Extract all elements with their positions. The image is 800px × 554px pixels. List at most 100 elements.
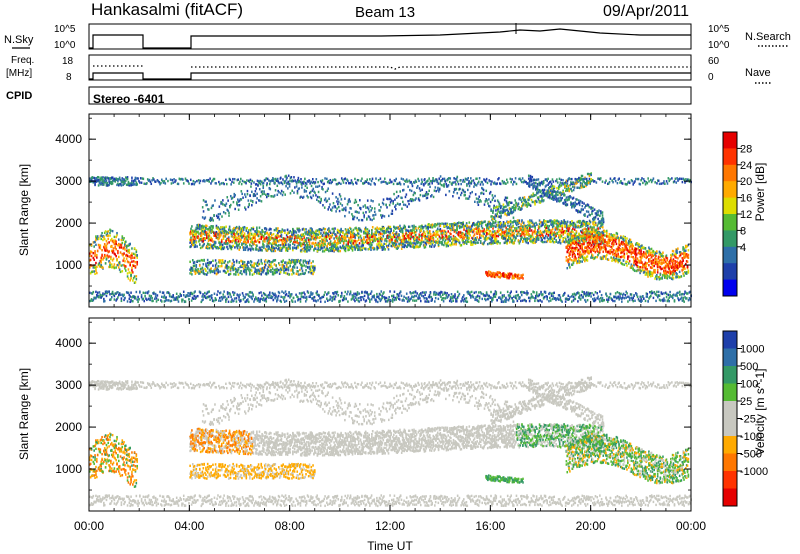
power-cell <box>384 300 387 303</box>
power-cell <box>180 294 182 297</box>
power-cell <box>282 239 284 243</box>
power-cell <box>428 296 431 299</box>
power-cell <box>311 245 313 248</box>
power-cell <box>453 238 456 241</box>
power-cell <box>198 227 201 231</box>
power-cell <box>347 244 349 247</box>
power-cell <box>122 180 124 184</box>
power-cell <box>278 229 281 233</box>
power-cell <box>554 297 556 300</box>
power-cell <box>323 293 326 297</box>
power-cell <box>375 300 377 303</box>
power-cell <box>291 273 293 276</box>
power-cell <box>271 267 274 270</box>
power-cell <box>190 232 192 235</box>
power-cell <box>381 229 384 232</box>
power-cell <box>190 291 193 295</box>
power-cell <box>118 263 121 266</box>
power-cell <box>245 293 247 296</box>
power-cell <box>201 224 204 228</box>
power-cell <box>397 293 399 296</box>
power-cell <box>256 244 258 247</box>
power-cell <box>94 254 96 258</box>
power-cell <box>447 240 450 243</box>
power-cell <box>209 271 212 274</box>
power-cell <box>570 222 572 226</box>
power-cell <box>190 227 192 231</box>
power-cell <box>575 231 578 234</box>
power-cell <box>372 246 375 250</box>
power-cell <box>97 237 100 241</box>
power-cell <box>206 295 209 299</box>
power-cell <box>547 220 550 223</box>
power-cell <box>231 240 234 243</box>
power-cell <box>585 300 587 303</box>
power-cell <box>385 242 387 246</box>
power-cell <box>438 291 441 295</box>
power-cell <box>424 224 427 228</box>
power-cell <box>494 237 497 240</box>
power-cell <box>438 222 441 226</box>
power-cell <box>308 249 311 252</box>
power-cell <box>335 242 338 245</box>
power-cell <box>486 226 489 229</box>
power-cell <box>400 238 403 242</box>
power-cell <box>486 236 489 240</box>
power-cell <box>306 230 308 234</box>
power-cell <box>263 299 266 302</box>
power-cell <box>252 226 255 229</box>
power-cell <box>577 291 580 295</box>
power-cell <box>101 253 103 257</box>
power-cell <box>95 290 97 294</box>
power-cell <box>579 298 582 301</box>
power-cell <box>481 230 484 233</box>
power-cell <box>227 270 229 273</box>
power-cell <box>549 233 551 237</box>
power-cell <box>359 228 362 232</box>
power-cell <box>299 242 302 245</box>
power-cell <box>124 267 126 270</box>
power-cell <box>558 241 560 244</box>
power-cell <box>198 272 201 275</box>
power-cell <box>90 178 93 181</box>
power-cell <box>268 259 270 263</box>
power-cell <box>256 230 259 233</box>
power-cell <box>256 228 258 231</box>
power-cell <box>129 264 131 267</box>
power-cell <box>134 261 137 264</box>
power-cell <box>96 291 99 294</box>
power-cell <box>386 234 389 237</box>
power-cell <box>198 223 200 227</box>
power-cell <box>326 292 329 295</box>
power-cell <box>314 232 317 235</box>
power-cell <box>256 272 258 275</box>
power-cell <box>496 242 499 245</box>
power-cell <box>501 228 504 231</box>
power-cell <box>536 235 539 238</box>
power-cell <box>213 244 215 248</box>
power-cell <box>227 238 230 241</box>
power-cell <box>440 232 443 235</box>
power-cell <box>241 260 243 263</box>
power-cell <box>268 228 270 232</box>
power-cell <box>191 243 194 247</box>
power-cell <box>266 261 269 264</box>
power-cell <box>393 235 396 239</box>
power-cell <box>529 237 532 241</box>
power-cell <box>113 266 116 269</box>
power-cell <box>267 271 270 275</box>
power-cell <box>195 230 198 234</box>
power-cell <box>255 297 258 301</box>
power-cell <box>103 300 105 303</box>
power-cell <box>349 292 352 295</box>
power-cell <box>316 249 319 253</box>
power-cell <box>100 296 103 299</box>
power-cell <box>476 229 479 233</box>
power-cell <box>376 292 378 296</box>
power-cell <box>526 233 529 236</box>
power-cell <box>424 300 426 303</box>
power-cell <box>202 263 205 266</box>
power-cell <box>453 222 456 225</box>
power-cell <box>319 297 322 300</box>
power-cell <box>131 254 133 257</box>
